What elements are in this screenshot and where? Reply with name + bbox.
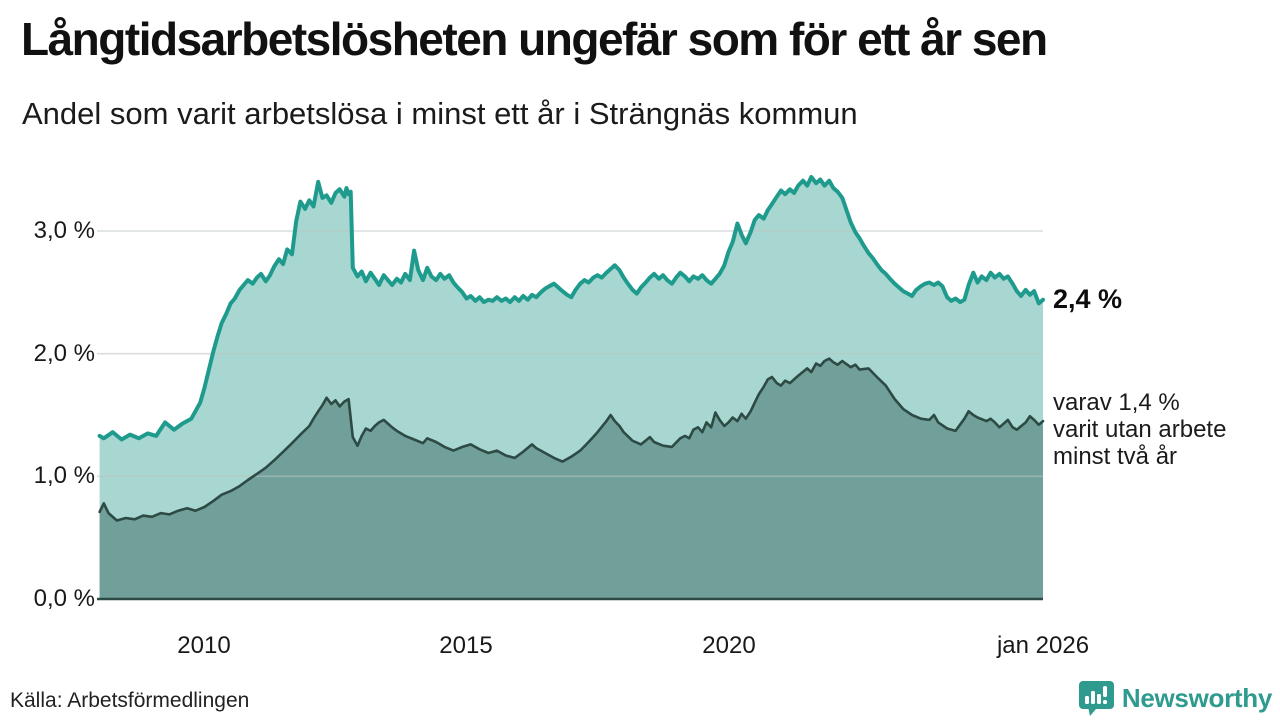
secondary-note-line-2: varit utan arbete [1053,416,1227,443]
logo-pin-shape [1078,681,1114,716]
newsworthy-logo: Newsworthy [1078,680,1272,716]
unemployed-2yr-area [99,358,1044,599]
logo-bar-2 [1090,691,1095,704]
y-tick-label-2: 2,0 % [33,339,95,367]
x-tick-label-2010: 2010 [177,632,231,659]
y-tick-label-0: 0,0 % [33,585,95,612]
page-title: Långtidsarbetslösheten ungefär som för e… [21,13,1048,65]
x-tick-label-2015: 2015 [439,632,493,659]
newsworthy-logo-icon [1078,681,1114,716]
secondary-series-note: varav 1,4 % varit utan arbete minst två år [1053,389,1226,470]
x-tick-label-2026: jan 2026 [996,632,1090,659]
logo-exclaim-stroke [1102,686,1107,697]
newsworthy-logo-text: Newsworthy [1121,682,1272,713]
x-tick-label-2020: 2020 [702,632,756,659]
source-note: Källa: Arbetsförmedlingen [10,689,250,712]
secondary-note-line-3: minst två år [1053,443,1178,470]
unemployed-2yr-line [98,357,1045,522]
unemployed-1yr-line [97,175,1045,442]
logo-bar-3 [1096,694,1101,704]
latest-value-label: 2,4 % [1053,284,1123,314]
logo-bar-1 [1084,696,1089,704]
y-tick-label-1: 1,0 % [33,462,95,490]
y-axis: 0,0 % 1,0 % 2,0 % 3,0 % [0,0,95,720]
logo-exclaim-dot [1102,700,1107,704]
chart-subtitle: Andel som varit arbetslösa i minst ett å… [22,96,858,131]
secondary-note-line-1: varav 1,4 % [1053,389,1180,416]
y-tick-label-3: 3,0 % [33,217,95,244]
